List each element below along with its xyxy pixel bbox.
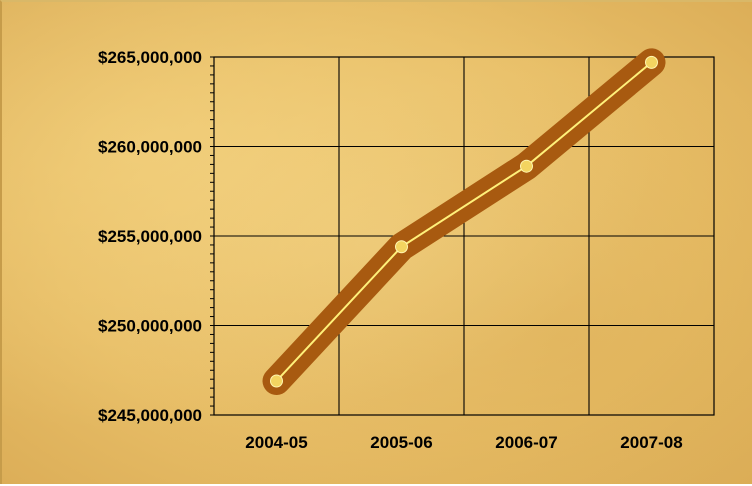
x-tick-label: 2004-05 [245,433,307,452]
x-tick-label: 2006-07 [495,433,557,452]
y-axis-ticks: $245,000,000 $250,000,000 $255,000,000 $260… [98,48,202,425]
data-point [395,240,408,254]
x-axis-ticks: 2004-05 2005-06 2006-07 2007-08 [245,433,682,452]
y-tick-label: $265,000,000 [98,48,202,67]
y-tick-label: $255,000,000 [98,227,202,246]
series [262,48,666,395]
data-point [645,55,658,69]
data-point [270,374,283,388]
y-tick-label: $245,000,000 [98,406,202,425]
series-line [275,61,653,382]
y-tick-label: $260,000,000 [98,138,202,157]
x-tick-label: 2007-08 [620,433,682,452]
data-point [520,159,533,173]
x-tick-label: 2005-06 [370,433,432,452]
y-tick-label: $250,000,000 [98,317,202,336]
